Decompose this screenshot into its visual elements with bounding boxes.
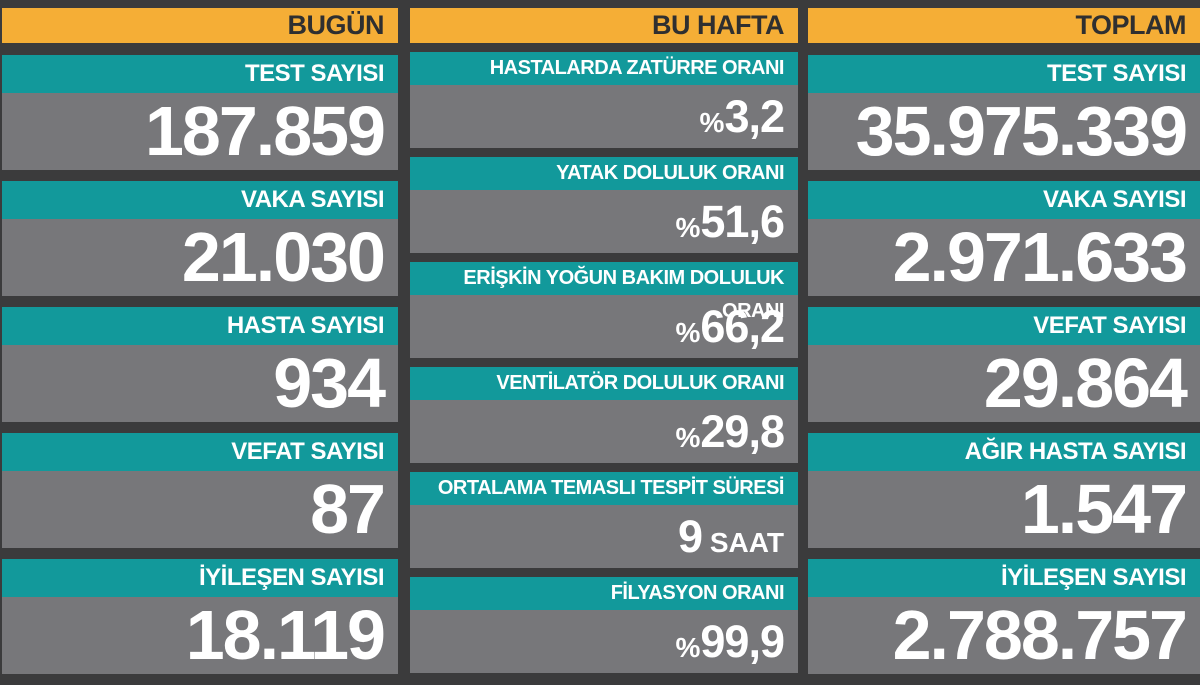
percent-sign: % bbox=[675, 422, 701, 453]
stat-bugun-vaka-sayisi: VAKA SAYISI 21.030 bbox=[2, 181, 398, 296]
stat-number: 9 bbox=[678, 511, 703, 562]
stat-label: TEST SAYISI bbox=[808, 55, 1200, 93]
stat-label: VENTİLATÖR DOLULUK ORANI bbox=[410, 367, 798, 400]
column-header-toplam: TOPLAM bbox=[808, 8, 1200, 43]
stat-value: 87 bbox=[2, 471, 398, 548]
stat-value: 35.975.339 bbox=[808, 93, 1200, 170]
stat-value: 21.030 bbox=[2, 219, 398, 296]
column-header-bugun: BUGÜN bbox=[2, 8, 398, 43]
stat-value: 18.119 bbox=[2, 597, 398, 674]
stat-value: %66,2 bbox=[410, 295, 798, 358]
column-bu-hafta: BU HAFTA HASTALARDA ZATÜRRE ORANI %3,2 Y… bbox=[410, 8, 798, 685]
stat-bugun-hasta-sayisi: HASTA SAYISI 934 bbox=[2, 307, 398, 422]
stat-toplam-agir-hasta-sayisi: AĞIR HASTA SAYISI 1.547 bbox=[808, 433, 1200, 548]
stat-toplam-iyilesen-sayisi: İYİLEŞEN SAYISI 2.788.757 bbox=[808, 559, 1200, 674]
stat-number: 66,2 bbox=[700, 301, 785, 352]
stat-number: 51,6 bbox=[700, 196, 785, 247]
stat-hafta-yatak-doluluk: YATAK DOLULUK ORANI %51,6 bbox=[410, 157, 798, 253]
stat-label: İYİLEŞEN SAYISI bbox=[808, 559, 1200, 597]
stat-label: FİLYASYON ORANI bbox=[410, 577, 798, 610]
stat-value: 2.788.757 bbox=[808, 597, 1200, 674]
stat-label: AĞIR HASTA SAYISI bbox=[808, 433, 1200, 471]
stat-hafta-zaturre-orani: HASTALARDA ZATÜRRE ORANI %3,2 bbox=[410, 52, 798, 148]
stat-value: 187.859 bbox=[2, 93, 398, 170]
stat-hafta-yogun-bakim-doluluk: ERİŞKİN YOĞUN BAKIM DOLULUK ORANI %66,2 bbox=[410, 262, 798, 358]
stat-label: İYİLEŞEN SAYISI bbox=[2, 559, 398, 597]
percent-sign: % bbox=[699, 107, 725, 138]
stat-number: 3,2 bbox=[724, 91, 785, 142]
stat-label: VEFAT SAYISI bbox=[808, 307, 1200, 345]
stat-value: 934 bbox=[2, 345, 398, 422]
stat-label: YATAK DOLULUK ORANI bbox=[410, 157, 798, 190]
unit-label: SAAT bbox=[702, 527, 784, 558]
stat-bugun-vefat-sayisi: VEFAT SAYISI 87 bbox=[2, 433, 398, 548]
stat-value: 9 SAAT bbox=[410, 505, 798, 568]
stat-value: %29,8 bbox=[410, 400, 798, 463]
stat-hafta-ventilator-doluluk: VENTİLATÖR DOLULUK ORANI %29,8 bbox=[410, 367, 798, 463]
stat-label: ERİŞKİN YOĞUN BAKIM DOLULUK ORANI bbox=[410, 262, 798, 322]
stat-value: 1.547 bbox=[808, 471, 1200, 548]
stat-bugun-test-sayisi: TEST SAYISI 187.859 bbox=[2, 55, 398, 170]
stat-bugun-iyilesen-sayisi: İYİLEŞEN SAYISI 18.119 bbox=[2, 559, 398, 674]
column-toplam: TOPLAM TEST SAYISI 35.975.339 VAKA SAYIS… bbox=[808, 8, 1200, 685]
stat-label: VAKA SAYISI bbox=[808, 181, 1200, 219]
stat-value: 29.864 bbox=[808, 345, 1200, 422]
stat-toplam-vaka-sayisi: VAKA SAYISI 2.971.633 bbox=[808, 181, 1200, 296]
stat-label: TEST SAYISI bbox=[2, 55, 398, 93]
stat-label: HASTA SAYISI bbox=[2, 307, 398, 345]
stat-label: ORTALAMA TEMASLI TESPİT SÜRESİ bbox=[410, 472, 798, 505]
stat-hafta-filyasyon-orani: FİLYASYON ORANI %99,9 bbox=[410, 577, 798, 673]
column-bugun: BUGÜN TEST SAYISI 187.859 VAKA SAYISI 21… bbox=[2, 8, 398, 685]
stat-toplam-vefat-sayisi: VEFAT SAYISI 29.864 bbox=[808, 307, 1200, 422]
stat-label: HASTALARDA ZATÜRRE ORANI bbox=[410, 52, 798, 85]
stat-value: %99,9 bbox=[410, 610, 798, 673]
percent-sign: % bbox=[675, 212, 701, 243]
stat-label: VEFAT SAYISI bbox=[2, 433, 398, 471]
stat-label: VAKA SAYISI bbox=[2, 181, 398, 219]
stat-value: 2.971.633 bbox=[808, 219, 1200, 296]
stat-toplam-test-sayisi: TEST SAYISI 35.975.339 bbox=[808, 55, 1200, 170]
stat-number: 99,9 bbox=[700, 616, 785, 667]
percent-sign: % bbox=[675, 632, 701, 663]
stat-value: %51,6 bbox=[410, 190, 798, 253]
column-header-bu-hafta: BU HAFTA bbox=[410, 8, 798, 43]
stat-number: 29,8 bbox=[700, 406, 785, 457]
stat-hafta-temasli-tespit-suresi: ORTALAMA TEMASLI TESPİT SÜRESİ 9 SAAT bbox=[410, 472, 798, 568]
percent-sign: % bbox=[675, 317, 701, 348]
stat-value: %3,2 bbox=[410, 85, 798, 148]
